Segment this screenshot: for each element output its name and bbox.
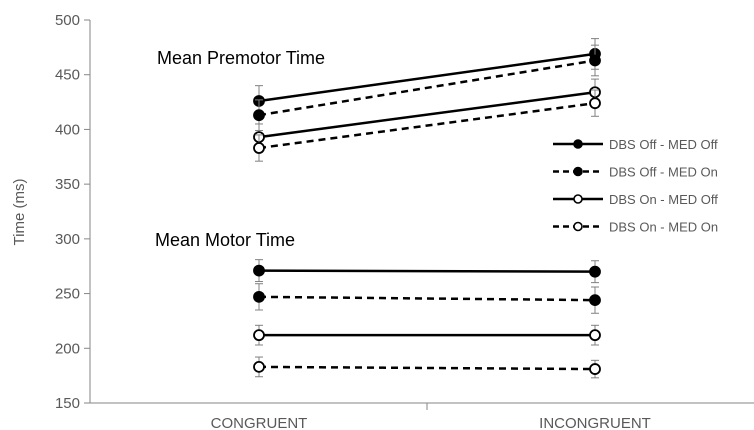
annotation-premotor: Mean Premotor Time (157, 48, 325, 68)
annotation-motor: Mean Motor Time (155, 230, 295, 250)
series-line (258, 52, 596, 103)
data-point (589, 265, 601, 278)
legend-marker (573, 194, 583, 204)
x-axis-ticks: CONGRUENT INCONGRUENT (211, 403, 651, 430)
series-6 (253, 324, 601, 346)
y-axis-title: Time (ms) (11, 179, 28, 246)
y-tick-label: 250 (55, 286, 80, 303)
x-tick-label: CONGRUENT (211, 415, 308, 430)
series-layer (253, 38, 601, 379)
y-tick-label: 300 (55, 231, 80, 248)
series-2 (253, 78, 601, 151)
data-point (589, 54, 601, 67)
data-point (589, 97, 601, 110)
series-line (258, 295, 596, 302)
series-7 (253, 356, 601, 379)
series-3 (253, 89, 601, 162)
legend-label: DBS On - MED Off (609, 192, 718, 207)
series-line (258, 90, 596, 139)
legend-marker (573, 221, 583, 232)
data-point (589, 329, 601, 342)
series-line (258, 365, 596, 371)
series-5 (253, 283, 601, 314)
legend-marker (573, 166, 583, 177)
legend-item: DBS On - MED Off (553, 192, 718, 207)
legend-item: DBS On - MED On (553, 220, 718, 235)
data-point (253, 109, 265, 122)
data-point (253, 329, 265, 342)
legend-label: DBS Off - MED On (609, 165, 718, 180)
series-1 (253, 44, 601, 132)
y-tick-label: 200 (55, 340, 80, 357)
y-tick-label: 350 (55, 176, 80, 193)
x-tick-label: INCONGRUENT (539, 415, 651, 430)
y-tick-label: 150 (55, 395, 80, 412)
data-point (253, 290, 265, 303)
legend: DBS Off - MED Off DBS Off - MED On DBS On … (553, 137, 718, 235)
y-tick-label: 400 (55, 121, 80, 138)
series-4 (253, 259, 601, 284)
data-point (589, 294, 601, 307)
y-tick-label: 450 (55, 67, 80, 84)
series-line (258, 59, 596, 117)
y-tick-label: 500 (55, 12, 80, 29)
legend-label: DBS On - MED On (609, 220, 718, 235)
legend-item: DBS Off - MED Off (553, 137, 718, 152)
legend-marker (573, 139, 583, 149)
legend-item: DBS Off - MED On (553, 165, 718, 180)
axes (89, 20, 754, 404)
data-point (253, 264, 265, 277)
data-point (253, 360, 265, 373)
legend-label: DBS Off - MED Off (609, 137, 718, 152)
y-axis-ticks: 150 200 250 300 350 400 450 500 (55, 12, 90, 412)
data-point (589, 363, 601, 375)
series-line (258, 101, 596, 150)
series-line (258, 269, 596, 273)
data-point (253, 142, 265, 154)
